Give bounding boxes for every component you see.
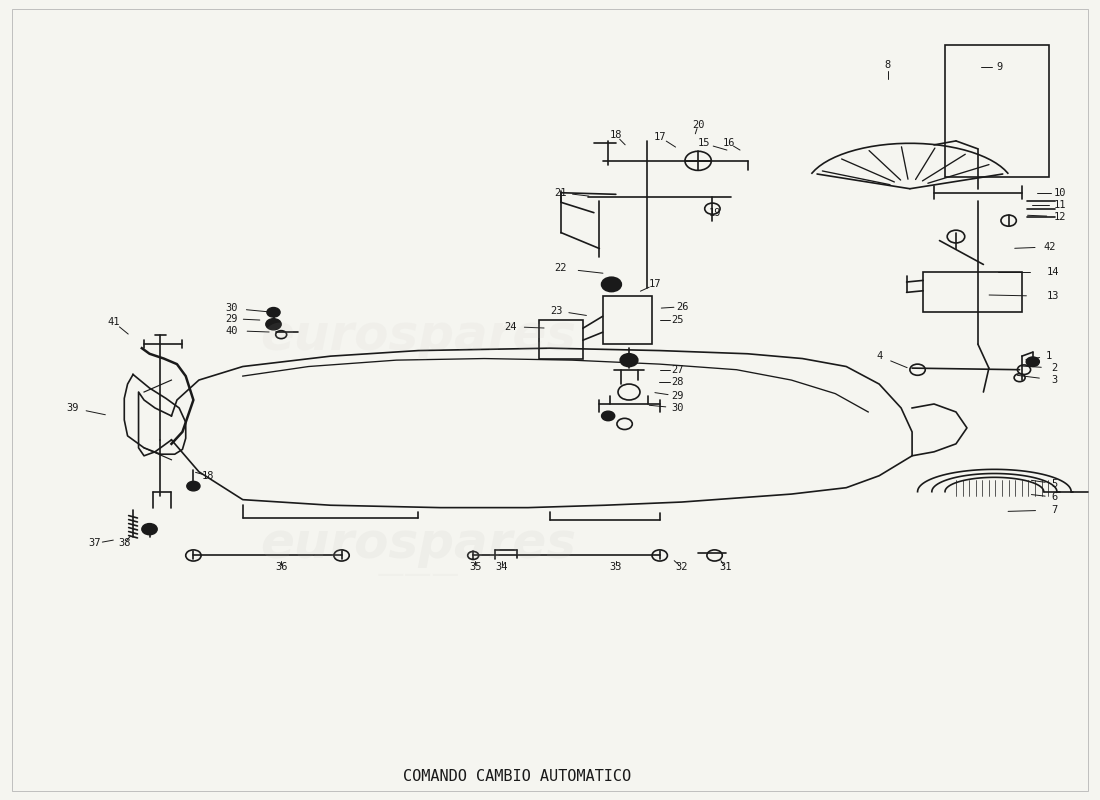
Text: 25: 25 bbox=[671, 315, 683, 326]
Text: 17: 17 bbox=[653, 132, 666, 142]
Text: 21: 21 bbox=[554, 188, 568, 198]
Circle shape bbox=[602, 278, 621, 291]
Text: 32: 32 bbox=[675, 562, 688, 573]
Text: 16: 16 bbox=[723, 138, 735, 148]
Circle shape bbox=[1026, 357, 1039, 366]
Text: 7: 7 bbox=[1052, 505, 1058, 515]
Text: 8: 8 bbox=[884, 60, 891, 70]
Text: 42: 42 bbox=[1043, 242, 1056, 252]
Text: 13: 13 bbox=[1046, 291, 1059, 302]
Circle shape bbox=[267, 307, 280, 317]
Text: 26: 26 bbox=[676, 302, 689, 312]
Text: 18: 18 bbox=[609, 130, 623, 140]
Bar bbox=[945, 46, 1049, 177]
Text: 30: 30 bbox=[671, 403, 683, 413]
Text: 24: 24 bbox=[504, 322, 517, 332]
Circle shape bbox=[602, 411, 615, 421]
Circle shape bbox=[620, 354, 638, 366]
Text: 29: 29 bbox=[226, 314, 238, 324]
Text: 35: 35 bbox=[469, 562, 482, 573]
Text: 33: 33 bbox=[609, 562, 623, 573]
Circle shape bbox=[142, 523, 157, 534]
Bar bbox=[539, 320, 583, 358]
Text: 3: 3 bbox=[1052, 375, 1058, 385]
Text: 38: 38 bbox=[118, 538, 131, 549]
Text: 36: 36 bbox=[275, 562, 287, 573]
Text: 23: 23 bbox=[550, 306, 563, 316]
Circle shape bbox=[266, 318, 282, 330]
Text: 2: 2 bbox=[1052, 363, 1058, 373]
Circle shape bbox=[187, 482, 200, 491]
Text: 5: 5 bbox=[1052, 478, 1058, 489]
Text: 19: 19 bbox=[708, 208, 720, 218]
Text: 22: 22 bbox=[554, 263, 568, 274]
Text: 15: 15 bbox=[697, 138, 710, 148]
Text: 37: 37 bbox=[88, 538, 101, 549]
Text: COMANDO CAMBIO AUTOMATICO: COMANDO CAMBIO AUTOMATICO bbox=[403, 770, 631, 784]
Text: 34: 34 bbox=[495, 562, 508, 573]
Text: ———: ——— bbox=[376, 562, 460, 590]
Text: 27: 27 bbox=[671, 365, 683, 374]
Text: 41: 41 bbox=[107, 317, 120, 327]
Text: 10: 10 bbox=[1054, 188, 1067, 198]
Text: eurospares: eurospares bbox=[261, 519, 576, 567]
Text: 40: 40 bbox=[226, 326, 238, 336]
Text: 29: 29 bbox=[671, 391, 683, 401]
Text: 31: 31 bbox=[719, 562, 732, 573]
Text: 14: 14 bbox=[1046, 267, 1059, 278]
Text: 4: 4 bbox=[876, 351, 882, 361]
Text: 17: 17 bbox=[649, 279, 661, 290]
Text: 20: 20 bbox=[692, 120, 704, 130]
Text: 30: 30 bbox=[226, 303, 238, 314]
Text: 18: 18 bbox=[201, 470, 213, 481]
Text: 9: 9 bbox=[997, 62, 1003, 72]
Text: 28: 28 bbox=[671, 377, 683, 386]
Bar bbox=[923, 273, 1022, 312]
Bar bbox=[603, 296, 652, 344]
Text: eurospares: eurospares bbox=[261, 312, 576, 360]
Text: 12: 12 bbox=[1054, 212, 1067, 222]
Text: 1: 1 bbox=[1046, 351, 1053, 361]
Text: 39: 39 bbox=[66, 403, 79, 413]
Text: 6: 6 bbox=[1052, 492, 1058, 502]
Text: 11: 11 bbox=[1054, 200, 1067, 210]
